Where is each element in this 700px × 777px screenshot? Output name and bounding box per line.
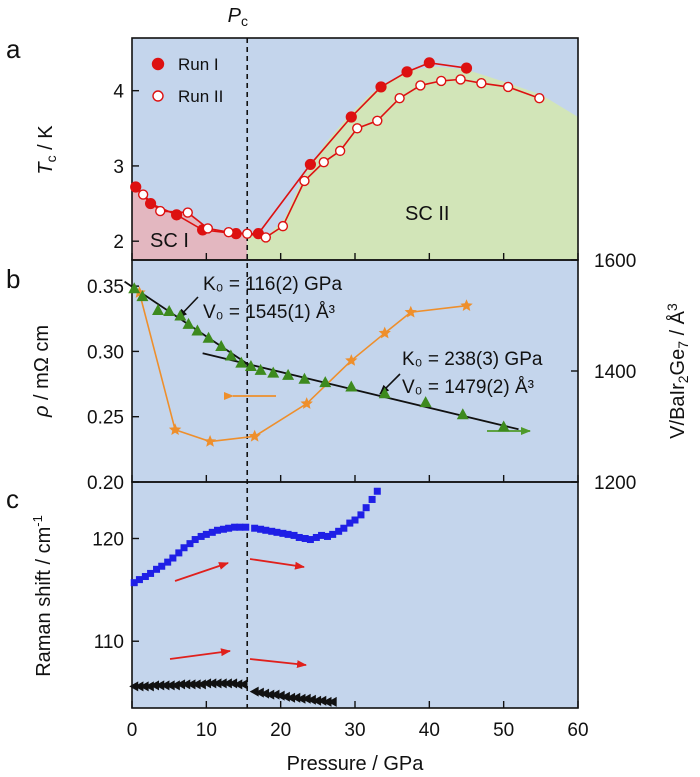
- run2-point: [437, 76, 446, 85]
- x-axis-label: Pressure / GPa: [287, 753, 425, 775]
- run2-point: [203, 224, 212, 233]
- critical-pressure-label: Pc: [228, 5, 248, 29]
- run2-point: [183, 208, 192, 217]
- panel-c-ylabel: Raman shift / cm-1: [30, 515, 55, 677]
- figure: Pc a b c Tc / K ρ / mΩ cm V/BaIr2Ge7 / Å…: [0, 0, 700, 777]
- raman-high-point: [374, 488, 381, 495]
- x-tick-label: 30: [344, 720, 365, 741]
- run2-point: [278, 222, 287, 231]
- raman-high-point: [369, 496, 376, 503]
- run2-point: [353, 124, 362, 133]
- legend-label-run2: Run II: [178, 87, 223, 106]
- panel-b-ylabel-right: V/BaIr2Ge7 / Å3: [664, 303, 691, 439]
- raman-high-point: [363, 504, 370, 511]
- x-tick-label: 60: [567, 720, 588, 741]
- run1-point: [131, 182, 141, 192]
- run1-point: [462, 63, 472, 73]
- legend-marker-run2: [153, 91, 163, 101]
- legend-label-run1: Run I: [178, 55, 219, 74]
- run2-point: [504, 82, 513, 91]
- run2-point: [456, 75, 465, 84]
- run1-point: [376, 82, 386, 92]
- fit1-v0: V₀ = 1545(1) Å³: [203, 302, 335, 323]
- run1-point: [424, 58, 434, 68]
- panel-b-letter: b: [6, 264, 20, 294]
- x-tick-label: 20: [270, 720, 291, 741]
- run2-point: [319, 158, 328, 167]
- run1-point: [346, 112, 356, 122]
- run1-point: [402, 67, 412, 77]
- run2-point: [336, 146, 345, 155]
- x-tick-label: 40: [419, 720, 440, 741]
- run2-point: [416, 81, 425, 90]
- panel-b-ylabel: ρ / mΩ cm: [31, 325, 53, 418]
- y-tick-label: 4: [113, 82, 124, 103]
- sc2-label: SC II: [405, 203, 449, 225]
- run1-point: [305, 159, 315, 169]
- y-tick-label: 1200: [594, 473, 636, 494]
- fit2-v0: V₀ = 1479(2) Å³: [402, 377, 534, 398]
- y-tick-label: 0.20: [87, 473, 124, 494]
- x-tick-label: 10: [196, 720, 217, 741]
- fit1-k0: K₀ = 116(2) GPa: [203, 274, 342, 295]
- panel-a-letter: a: [6, 34, 21, 64]
- y-tick-label: 2: [113, 232, 124, 253]
- fit2-k0: K₀ = 238(3) GPa: [402, 349, 543, 370]
- panel-c-letter: c: [6, 484, 19, 514]
- y-tick-label: 0.30: [87, 342, 124, 363]
- run2-point: [156, 207, 165, 216]
- raman-high-point: [242, 524, 249, 531]
- run2-point: [139, 190, 148, 199]
- panel-a-ylabel: Tc / K: [35, 125, 59, 175]
- y-tick-label: 120: [92, 530, 124, 551]
- y-tick-label: 3: [113, 157, 124, 178]
- sc1-label: SC I: [150, 230, 189, 252]
- x-tick-label: 0: [127, 720, 138, 741]
- run2-point: [261, 233, 270, 242]
- run2-point: [395, 94, 404, 103]
- y-tick-label: 1400: [594, 362, 636, 383]
- y-tick-label: 1600: [594, 251, 636, 272]
- run1-point: [146, 199, 156, 209]
- y-tick-label: 110: [94, 632, 124, 653]
- run2-point: [373, 116, 382, 125]
- run2-point: [243, 229, 252, 238]
- y-tick-label: 0.25: [87, 408, 124, 429]
- run2-point: [477, 79, 486, 88]
- x-tick-label: 50: [493, 720, 514, 741]
- raman-high-point: [357, 511, 364, 518]
- y-tick-label: 0.35: [87, 277, 124, 298]
- run2-point: [535, 94, 544, 103]
- legend-marker-run1: [153, 59, 164, 70]
- run2-point: [300, 176, 309, 185]
- run2-point: [224, 228, 233, 237]
